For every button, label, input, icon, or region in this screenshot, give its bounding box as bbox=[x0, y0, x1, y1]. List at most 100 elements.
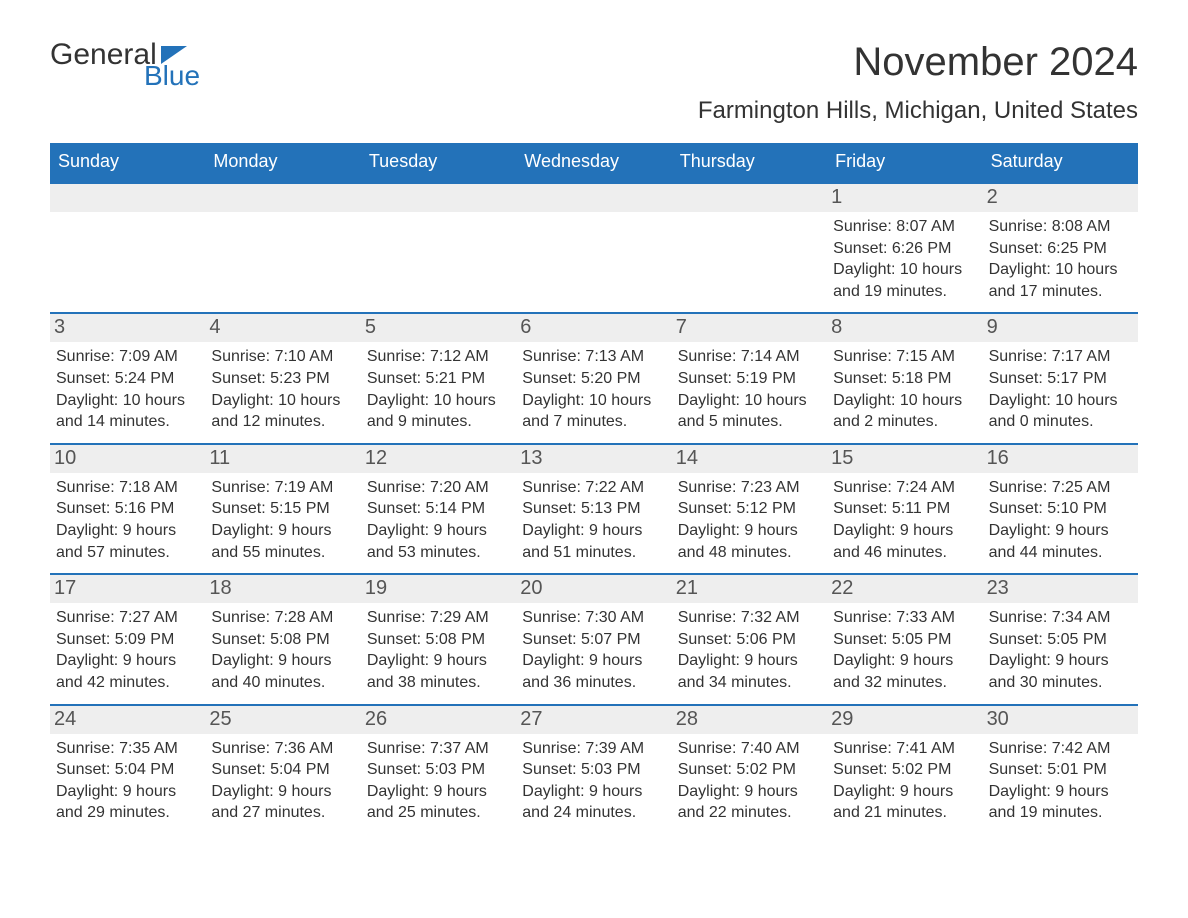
sunrise-text: Sunrise: 7:12 AM bbox=[367, 346, 510, 368]
day-number: 30 bbox=[983, 706, 1138, 734]
day-cell: 29Sunrise: 7:41 AMSunset: 5:02 PMDayligh… bbox=[827, 706, 982, 834]
day-cell: 27 Sunrise: 7:39 AMSunset: 5:03 PMDayligh… bbox=[516, 706, 671, 834]
sunrise-text: Sunrise: 7:14 AM bbox=[678, 346, 821, 368]
brand-logo: General Blue bbox=[50, 40, 200, 90]
day-cell: 23Sunrise: 7:34 AMSunset: 5:05 PMDayligh… bbox=[983, 575, 1138, 703]
day-details: Sunrise: 7:27 AMSunset: 5:09 PMDaylight:… bbox=[56, 607, 199, 693]
sunset-text: Sunset: 5:14 PM bbox=[367, 498, 510, 520]
day-cell: 8Sunrise: 7:15 AMSunset: 5:18 PMDaylight… bbox=[827, 314, 982, 442]
daylight-text: Daylight: 9 hours and 36 minutes. bbox=[522, 650, 665, 693]
sunrise-text: Sunrise: 7:22 AM bbox=[522, 477, 665, 499]
day-details: Sunrise: 7:12 AMSunset: 5:21 PMDaylight:… bbox=[367, 346, 510, 432]
day-cell: 16Sunrise: 7:25 AMSunset: 5:10 PMDayligh… bbox=[983, 445, 1138, 573]
day-cell: 1 Sunrise: 8:07 AMSunset: 6:26 PMDaylight… bbox=[827, 184, 982, 312]
daylight-text: Daylight: 9 hours and 25 minutes. bbox=[367, 781, 510, 824]
day-number: 1 bbox=[827, 184, 982, 212]
day-number: 27 bbox=[516, 706, 671, 734]
sunset-text: Sunset: 5:12 PM bbox=[678, 498, 821, 520]
sunrise-text: Sunrise: 7:30 AM bbox=[522, 607, 665, 629]
day-cell: 20 Sunrise: 7:30 AMSunset: 5:07 PMDayligh… bbox=[516, 575, 671, 703]
sunset-text: Sunset: 5:13 PM bbox=[522, 498, 665, 520]
sunset-text: Sunset: 5:24 PM bbox=[56, 368, 199, 390]
sunrise-text: Sunrise: 7:27 AM bbox=[56, 607, 199, 629]
month-title: November 2024 bbox=[698, 40, 1138, 85]
day-number: 29 bbox=[827, 706, 982, 734]
day-number: 20 bbox=[516, 575, 671, 603]
sunrise-text: Sunrise: 7:29 AM bbox=[367, 607, 510, 629]
day-number: 4 bbox=[205, 314, 360, 342]
sunrise-text: Sunrise: 7:19 AM bbox=[211, 477, 354, 499]
brand-blue: Blue bbox=[144, 62, 200, 90]
day-details: Sunrise: 7:19 AMSunset: 5:15 PMDaylight:… bbox=[211, 477, 354, 563]
day-number: 21 bbox=[672, 575, 827, 603]
daylight-text: Daylight: 9 hours and 44 minutes. bbox=[989, 520, 1132, 563]
week-row: 3Sunrise: 7:09 AMSunset: 5:24 PMDaylight… bbox=[50, 312, 1138, 442]
day-details: Sunrise: 7:13 AMSunset: 5:20 PMDaylight:… bbox=[522, 346, 665, 432]
day-number: 6 bbox=[516, 314, 671, 342]
day-cell bbox=[672, 184, 827, 312]
sunrise-text: Sunrise: 7:10 AM bbox=[211, 346, 354, 368]
day-number: 26 bbox=[361, 706, 516, 734]
sunrise-text: Sunrise: 7:09 AM bbox=[56, 346, 199, 368]
daylight-text: Daylight: 9 hours and 42 minutes. bbox=[56, 650, 199, 693]
sunset-text: Sunset: 5:02 PM bbox=[833, 759, 976, 781]
day-cell bbox=[50, 184, 205, 312]
day-number: 11 bbox=[205, 445, 360, 473]
day-details: Sunrise: 7:32 AMSunset: 5:06 PMDaylight:… bbox=[678, 607, 821, 693]
day-number: 18 bbox=[205, 575, 360, 603]
day-details: Sunrise: 8:07 AMSunset: 6:26 PMDaylight:… bbox=[833, 216, 976, 302]
day-cell: 2Sunrise: 8:08 AMSunset: 6:25 PMDaylight… bbox=[983, 184, 1138, 312]
day-number: 28 bbox=[672, 706, 827, 734]
daylight-text: Daylight: 9 hours and 57 minutes. bbox=[56, 520, 199, 563]
daylight-text: Daylight: 9 hours and 46 minutes. bbox=[833, 520, 976, 563]
day-number: 13 bbox=[516, 445, 671, 473]
day-number: 24 bbox=[50, 706, 205, 734]
sunrise-text: Sunrise: 7:23 AM bbox=[678, 477, 821, 499]
sunrise-text: Sunrise: 7:15 AM bbox=[833, 346, 976, 368]
sunrise-text: Sunrise: 7:37 AM bbox=[367, 738, 510, 760]
daylight-text: Daylight: 10 hours and 12 minutes. bbox=[211, 390, 354, 433]
daylight-text: Daylight: 9 hours and 48 minutes. bbox=[678, 520, 821, 563]
day-number: 10 bbox=[50, 445, 205, 473]
day-cell: 22Sunrise: 7:33 AMSunset: 5:05 PMDayligh… bbox=[827, 575, 982, 703]
day-cell: 9Sunrise: 7:17 AMSunset: 5:17 PMDaylight… bbox=[983, 314, 1138, 442]
sunrise-text: Sunrise: 7:17 AM bbox=[989, 346, 1132, 368]
sunset-text: Sunset: 5:07 PM bbox=[522, 629, 665, 651]
empty-day bbox=[205, 184, 360, 212]
sunrise-text: Sunrise: 7:33 AM bbox=[833, 607, 976, 629]
sunset-text: Sunset: 5:19 PM bbox=[678, 368, 821, 390]
dow-tuesday: Tuesday bbox=[361, 143, 516, 182]
daylight-text: Daylight: 9 hours and 34 minutes. bbox=[678, 650, 821, 693]
sunset-text: Sunset: 5:04 PM bbox=[211, 759, 354, 781]
day-number: 9 bbox=[983, 314, 1138, 342]
day-details: Sunrise: 8:08 AMSunset: 6:25 PMDaylight:… bbox=[989, 216, 1132, 302]
day-number: 19 bbox=[361, 575, 516, 603]
sunset-text: Sunset: 5:23 PM bbox=[211, 368, 354, 390]
daylight-text: Daylight: 9 hours and 24 minutes. bbox=[522, 781, 665, 824]
location-subtitle: Farmington Hills, Michigan, United State… bbox=[698, 97, 1138, 125]
day-details: Sunrise: 7:40 AMSunset: 5:02 PMDaylight:… bbox=[678, 738, 821, 824]
day-details: Sunrise: 7:37 AMSunset: 5:03 PMDaylight:… bbox=[367, 738, 510, 824]
daylight-text: Daylight: 10 hours and 5 minutes. bbox=[678, 390, 821, 433]
day-number: 23 bbox=[983, 575, 1138, 603]
daylight-text: Daylight: 9 hours and 40 minutes. bbox=[211, 650, 354, 693]
sunset-text: Sunset: 5:03 PM bbox=[367, 759, 510, 781]
sunrise-text: Sunrise: 7:34 AM bbox=[989, 607, 1132, 629]
day-details: Sunrise: 7:39 AMSunset: 5:03 PMDaylight:… bbox=[522, 738, 665, 824]
day-cell: 4 Sunrise: 7:10 AMSunset: 5:23 PMDaylight… bbox=[205, 314, 360, 442]
dow-sunday: Sunday bbox=[50, 143, 205, 182]
daylight-text: Daylight: 9 hours and 21 minutes. bbox=[833, 781, 976, 824]
day-details: Sunrise: 7:22 AMSunset: 5:13 PMDaylight:… bbox=[522, 477, 665, 563]
sunrise-text: Sunrise: 7:28 AM bbox=[211, 607, 354, 629]
day-of-week-header: Sunday Monday Tuesday Wednesday Thursday… bbox=[50, 143, 1138, 182]
daylight-text: Daylight: 10 hours and 14 minutes. bbox=[56, 390, 199, 433]
day-cell: 19Sunrise: 7:29 AMSunset: 5:08 PMDayligh… bbox=[361, 575, 516, 703]
title-block: November 2024 Farmington Hills, Michigan… bbox=[698, 40, 1138, 125]
sunset-text: Sunset: 5:15 PM bbox=[211, 498, 354, 520]
daylight-text: Daylight: 10 hours and 17 minutes. bbox=[989, 259, 1132, 302]
day-cell: 3Sunrise: 7:09 AMSunset: 5:24 PMDaylight… bbox=[50, 314, 205, 442]
day-cell: 17Sunrise: 7:27 AMSunset: 5:09 PMDayligh… bbox=[50, 575, 205, 703]
day-cell bbox=[205, 184, 360, 312]
sunset-text: Sunset: 6:25 PM bbox=[989, 238, 1132, 260]
sunrise-text: Sunrise: 8:07 AM bbox=[833, 216, 976, 238]
